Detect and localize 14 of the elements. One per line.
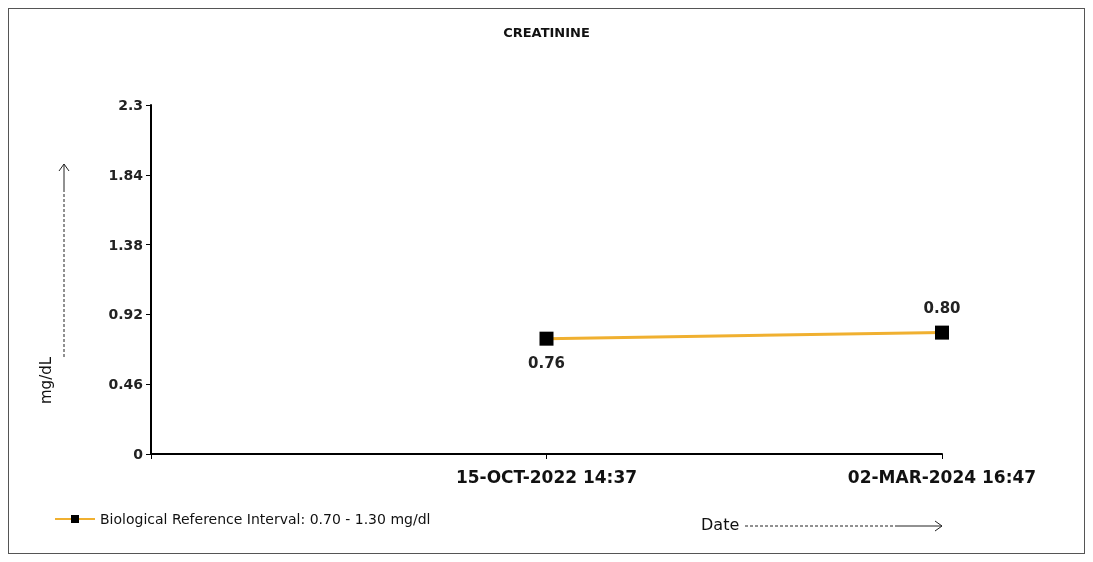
x-tick-label: 15-OCT-2022 14:37 bbox=[455, 466, 638, 487]
y-tick-label: 0 bbox=[133, 446, 144, 462]
legend-label: Biological Reference Interval: 0.70 - 1.30 mg/dl bbox=[100, 511, 431, 527]
x-tick-label: 02-MAR-2024 16:47 bbox=[847, 466, 1037, 487]
chart-title: CREATININE bbox=[503, 25, 590, 40]
y-axis-title: mg/dL bbox=[36, 356, 55, 404]
x-axis-title: Date bbox=[701, 514, 740, 534]
y-tick-label: 2.3 bbox=[118, 97, 143, 113]
y-tick-label: 1.84 bbox=[108, 166, 144, 183]
y-tick-label: 0.46 bbox=[108, 376, 143, 393]
data-label: 0.76 bbox=[527, 354, 566, 373]
y-tick-label: 0.92 bbox=[108, 306, 143, 323]
data-label: 0.80 bbox=[923, 299, 961, 318]
y-tick-label: 1.38 bbox=[108, 236, 143, 253]
